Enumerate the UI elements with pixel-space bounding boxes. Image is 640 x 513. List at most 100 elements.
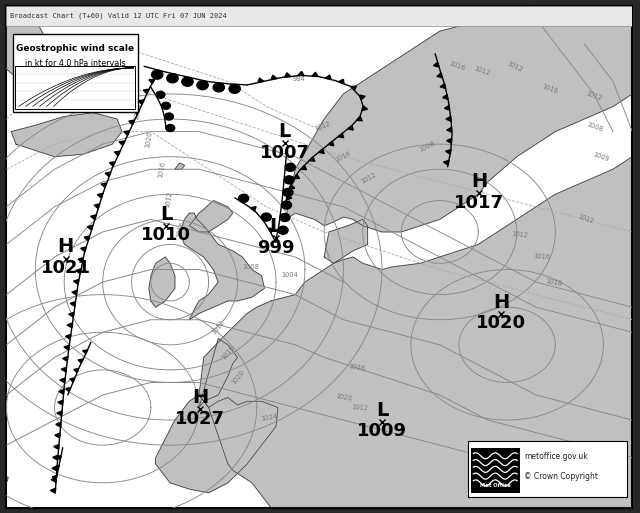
- Polygon shape: [199, 156, 632, 508]
- Text: 1008: 1008: [242, 264, 259, 270]
- Polygon shape: [58, 400, 63, 405]
- Polygon shape: [285, 6, 632, 232]
- Polygon shape: [156, 395, 278, 493]
- Polygon shape: [294, 174, 300, 179]
- Polygon shape: [444, 161, 449, 165]
- Polygon shape: [91, 215, 96, 220]
- Text: 1012: 1012: [314, 121, 332, 132]
- Polygon shape: [63, 357, 68, 361]
- Polygon shape: [134, 110, 140, 114]
- Circle shape: [239, 194, 249, 202]
- Circle shape: [197, 81, 208, 90]
- Circle shape: [166, 125, 175, 131]
- Polygon shape: [328, 141, 334, 146]
- Polygon shape: [138, 100, 144, 104]
- Polygon shape: [143, 89, 149, 94]
- Text: L: L: [269, 218, 282, 236]
- Polygon shape: [446, 116, 451, 121]
- Polygon shape: [61, 367, 67, 372]
- Text: 1009: 1009: [592, 151, 610, 162]
- Text: 1012: 1012: [473, 66, 491, 77]
- Circle shape: [278, 226, 288, 234]
- Polygon shape: [105, 172, 111, 176]
- Polygon shape: [52, 476, 57, 480]
- Polygon shape: [83, 350, 88, 354]
- Polygon shape: [445, 149, 451, 154]
- Circle shape: [152, 70, 163, 79]
- Polygon shape: [258, 78, 264, 83]
- Polygon shape: [87, 225, 93, 230]
- Polygon shape: [348, 126, 353, 130]
- Polygon shape: [6, 6, 54, 94]
- Polygon shape: [443, 94, 448, 100]
- Text: H: H: [471, 172, 487, 191]
- Polygon shape: [356, 116, 362, 121]
- Text: L: L: [376, 401, 388, 420]
- Polygon shape: [437, 73, 442, 77]
- Text: in kt for 4.0 hPa intervals: in kt for 4.0 hPa intervals: [25, 59, 125, 68]
- Polygon shape: [325, 75, 331, 80]
- Text: 1012: 1012: [211, 319, 226, 336]
- Text: 1016: 1016: [157, 161, 166, 178]
- Text: 1020: 1020: [145, 130, 154, 148]
- Polygon shape: [68, 312, 74, 317]
- Polygon shape: [65, 334, 71, 339]
- Polygon shape: [51, 488, 56, 493]
- Polygon shape: [70, 302, 76, 306]
- Polygon shape: [287, 195, 292, 200]
- Circle shape: [167, 74, 178, 83]
- Text: H: H: [493, 293, 509, 312]
- Polygon shape: [56, 422, 61, 427]
- Polygon shape: [84, 236, 90, 241]
- Polygon shape: [250, 207, 256, 211]
- Text: 1012: 1012: [577, 214, 595, 225]
- Text: 1016: 1016: [221, 344, 236, 361]
- Circle shape: [164, 113, 173, 120]
- Polygon shape: [285, 73, 291, 77]
- Polygon shape: [433, 63, 439, 67]
- Polygon shape: [67, 323, 72, 328]
- Polygon shape: [74, 280, 79, 284]
- Text: L: L: [279, 122, 291, 141]
- Text: 1016: 1016: [348, 363, 365, 372]
- Text: 1016: 1016: [175, 221, 186, 238]
- Polygon shape: [149, 257, 175, 307]
- Polygon shape: [444, 106, 450, 110]
- Text: L: L: [160, 205, 172, 224]
- Circle shape: [229, 84, 240, 93]
- Text: H: H: [58, 238, 74, 256]
- Polygon shape: [60, 378, 65, 383]
- Polygon shape: [12, 113, 122, 156]
- Text: 1008: 1008: [586, 121, 604, 132]
- Polygon shape: [360, 95, 365, 100]
- Text: 1020: 1020: [335, 393, 353, 402]
- Polygon shape: [72, 290, 77, 295]
- Polygon shape: [54, 465, 59, 469]
- Circle shape: [283, 188, 293, 196]
- Polygon shape: [101, 183, 107, 188]
- Text: 1020: 1020: [476, 314, 526, 332]
- Text: 1020: 1020: [230, 369, 246, 386]
- Polygon shape: [74, 368, 79, 372]
- Polygon shape: [78, 258, 83, 262]
- Text: 1009: 1009: [357, 422, 407, 440]
- Polygon shape: [1, 475, 8, 483]
- Polygon shape: [289, 185, 294, 189]
- Bar: [468, 441, 627, 497]
- Text: 1012: 1012: [351, 404, 369, 411]
- Polygon shape: [78, 359, 83, 363]
- Polygon shape: [59, 389, 64, 394]
- Bar: [15, 66, 135, 109]
- Text: © Crown Copyright: © Crown Copyright: [524, 472, 598, 481]
- Polygon shape: [189, 201, 233, 232]
- Polygon shape: [56, 456, 61, 460]
- Text: 1007: 1007: [260, 144, 310, 162]
- Polygon shape: [319, 149, 324, 153]
- Polygon shape: [76, 269, 81, 273]
- Polygon shape: [309, 157, 315, 161]
- Polygon shape: [338, 133, 344, 138]
- Circle shape: [161, 102, 170, 109]
- Circle shape: [284, 176, 294, 184]
- Text: 1016: 1016: [533, 253, 550, 261]
- Polygon shape: [57, 411, 62, 416]
